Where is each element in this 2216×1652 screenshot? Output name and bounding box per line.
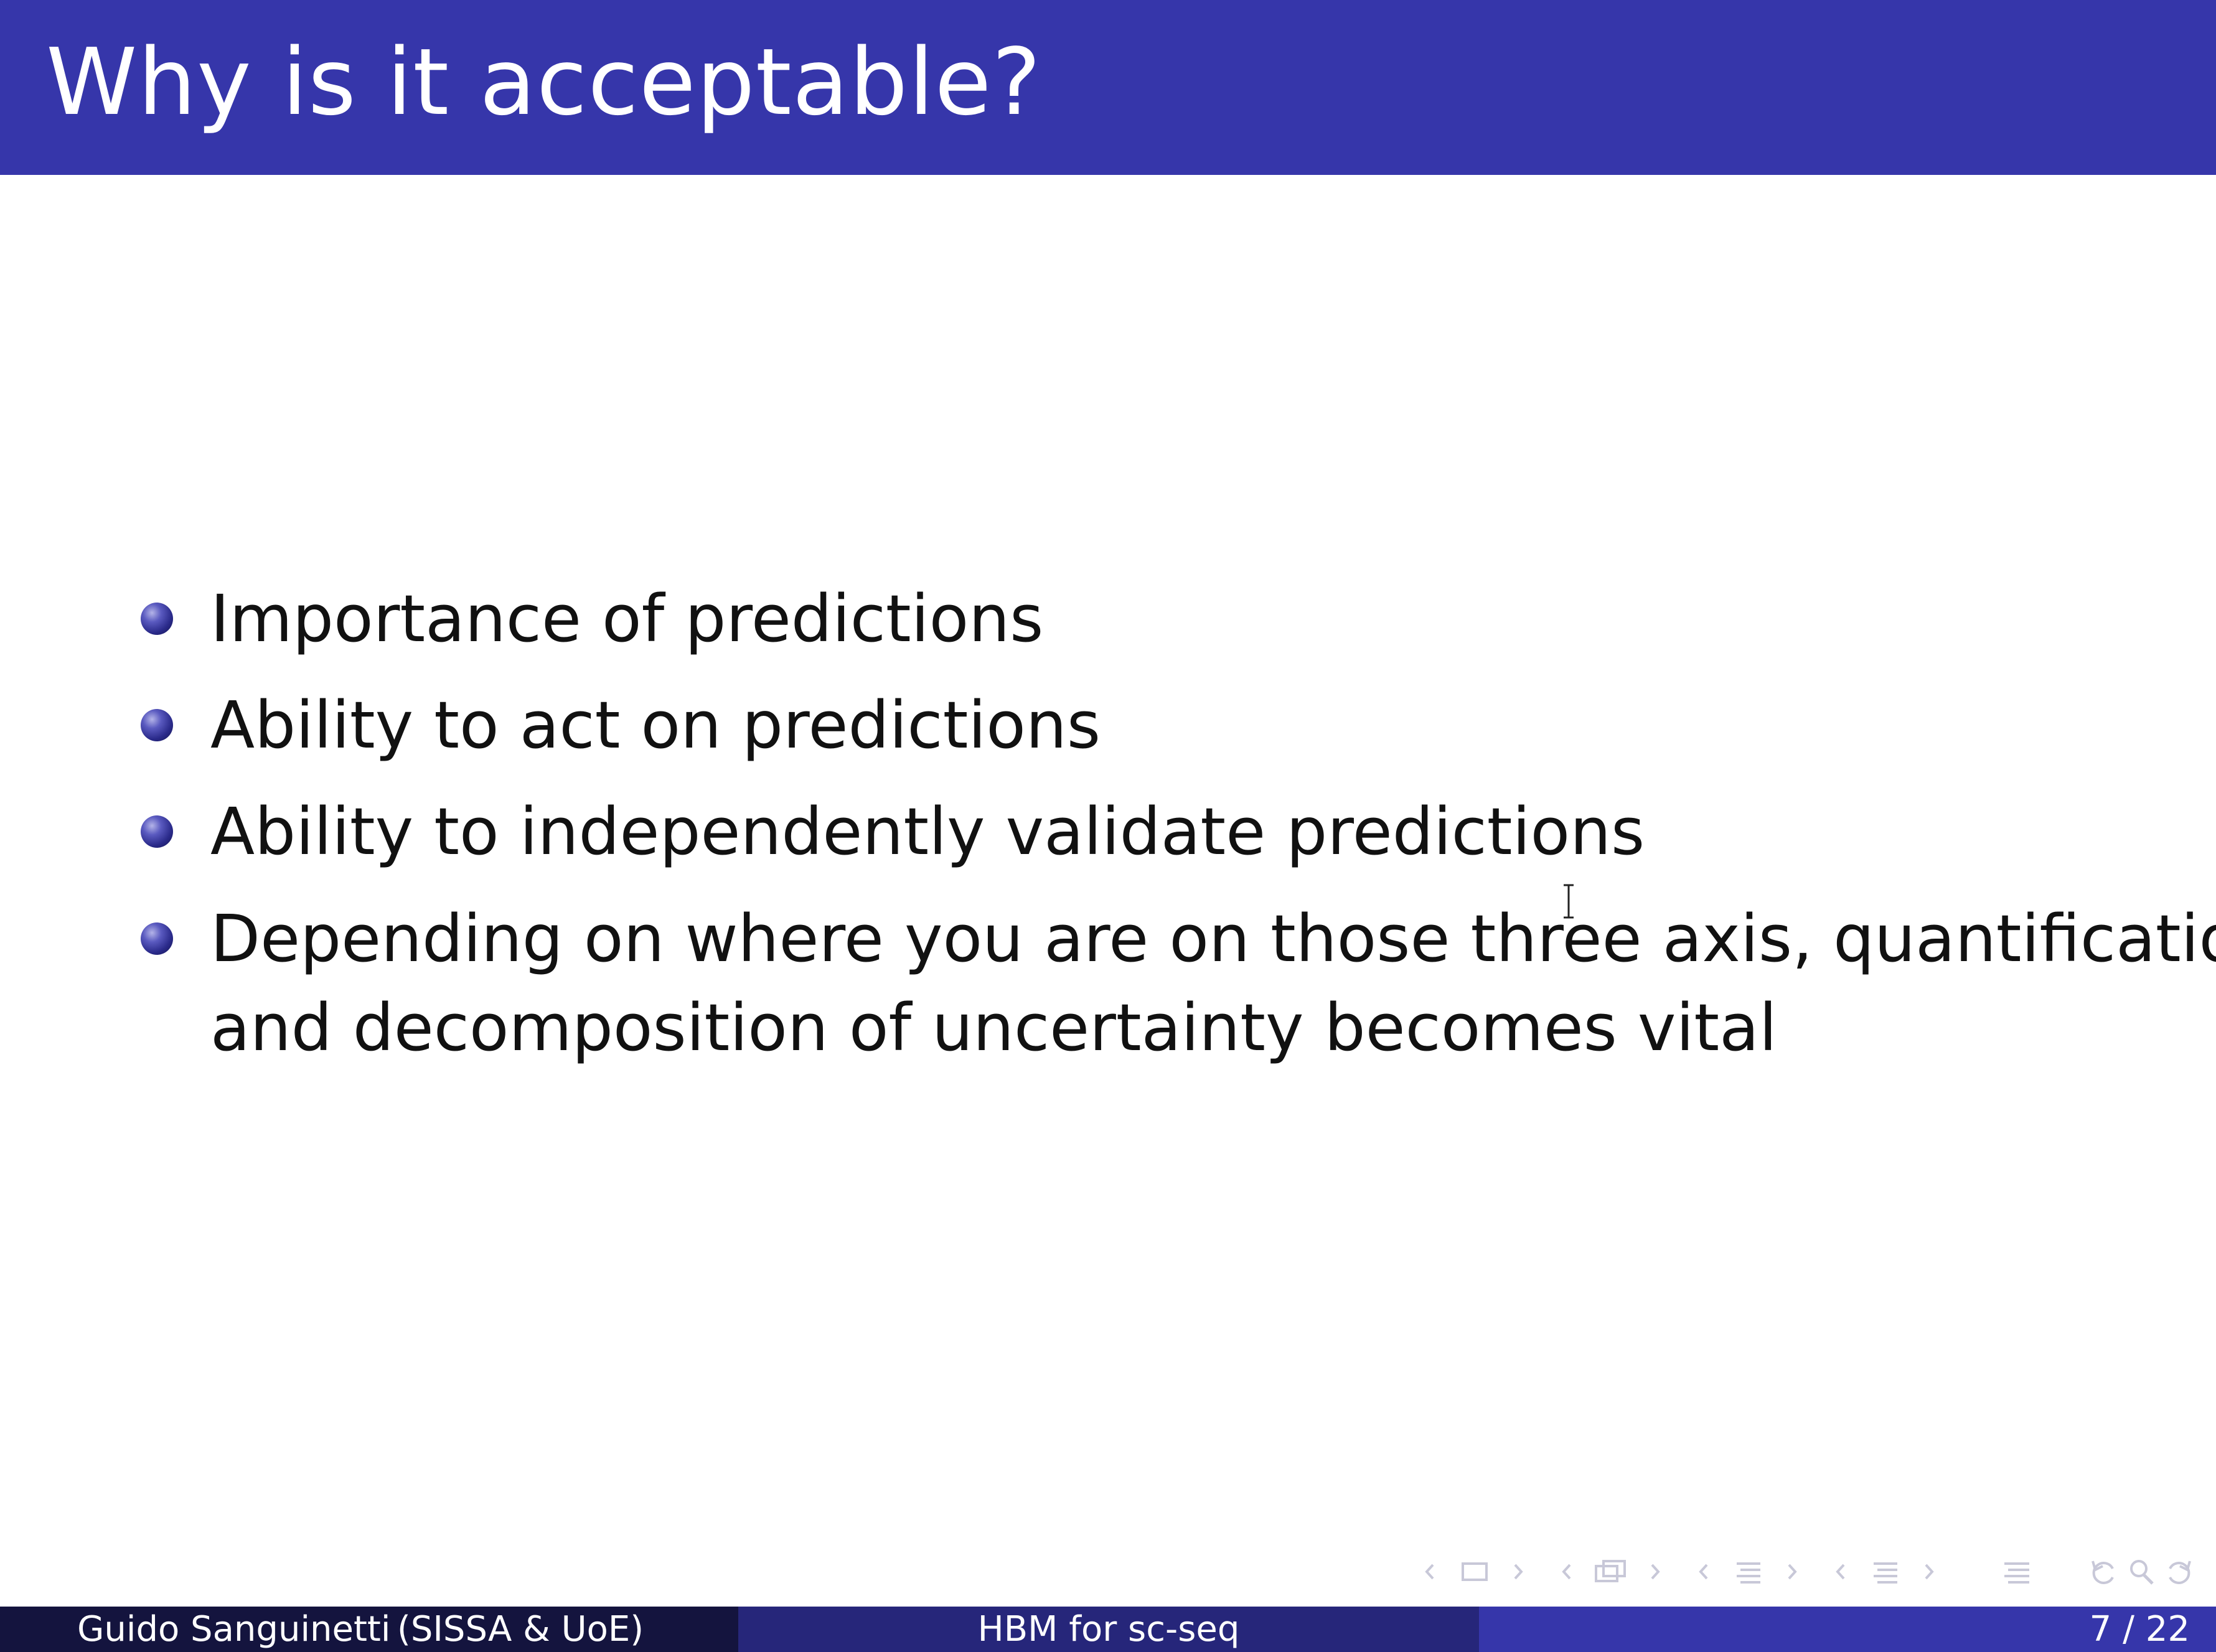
frame-nav-icon[interactable] bbox=[1419, 1550, 1531, 1593]
footer-short-title: HBM for sc-seq bbox=[977, 1609, 1240, 1650]
footer-title-section: HBM for sc-seq bbox=[738, 1607, 1479, 1652]
bullet-text: Importance of predictions bbox=[210, 581, 1044, 657]
footer-institution: (SISSA & UoE) bbox=[397, 1609, 644, 1650]
bullet-icon bbox=[141, 709, 173, 741]
text-cursor-icon bbox=[1564, 884, 1574, 919]
footer-author-section: Guido Sanguinetti (SISSA & UoE) bbox=[0, 1607, 738, 1652]
section-nav-icon[interactable] bbox=[1693, 1550, 1805, 1593]
redo-icon[interactable] bbox=[2160, 1550, 2197, 1593]
bullet-icon bbox=[141, 922, 173, 955]
title-bar: Why is it acceptable? bbox=[0, 0, 2216, 175]
bullet-text: Ability to act on predictions bbox=[210, 687, 1101, 763]
bullet-text-line-1: Depending on where you are on those thre… bbox=[210, 901, 2216, 977]
search-icon[interactable] bbox=[2123, 1550, 2160, 1593]
beamer-navigation bbox=[1419, 1550, 2204, 1593]
footer-page-section: 7 / 22 bbox=[1479, 1607, 2216, 1652]
slide-title: Why is it acceptable? bbox=[46, 29, 1042, 136]
bullet-text: Ability to independently validate predic… bbox=[210, 794, 1645, 870]
footer: Guido Sanguinetti (SISSA & UoE) HBM for … bbox=[0, 1607, 2216, 1652]
toc-icon[interactable] bbox=[1992, 1550, 2042, 1593]
bullet-icon bbox=[141, 815, 173, 848]
bullet-icon bbox=[141, 603, 173, 635]
doc-nav-icon[interactable] bbox=[1830, 1550, 1942, 1593]
page-number: 7 / 22 bbox=[2089, 1609, 2190, 1650]
footer-author: Guido Sanguinetti bbox=[77, 1609, 391, 1650]
undo-icon[interactable] bbox=[2085, 1550, 2123, 1593]
subsection-nav-icon[interactable] bbox=[1556, 1550, 1668, 1593]
bullet-text-line-2: and decomposition of uncertainty becomes… bbox=[210, 990, 1777, 1066]
